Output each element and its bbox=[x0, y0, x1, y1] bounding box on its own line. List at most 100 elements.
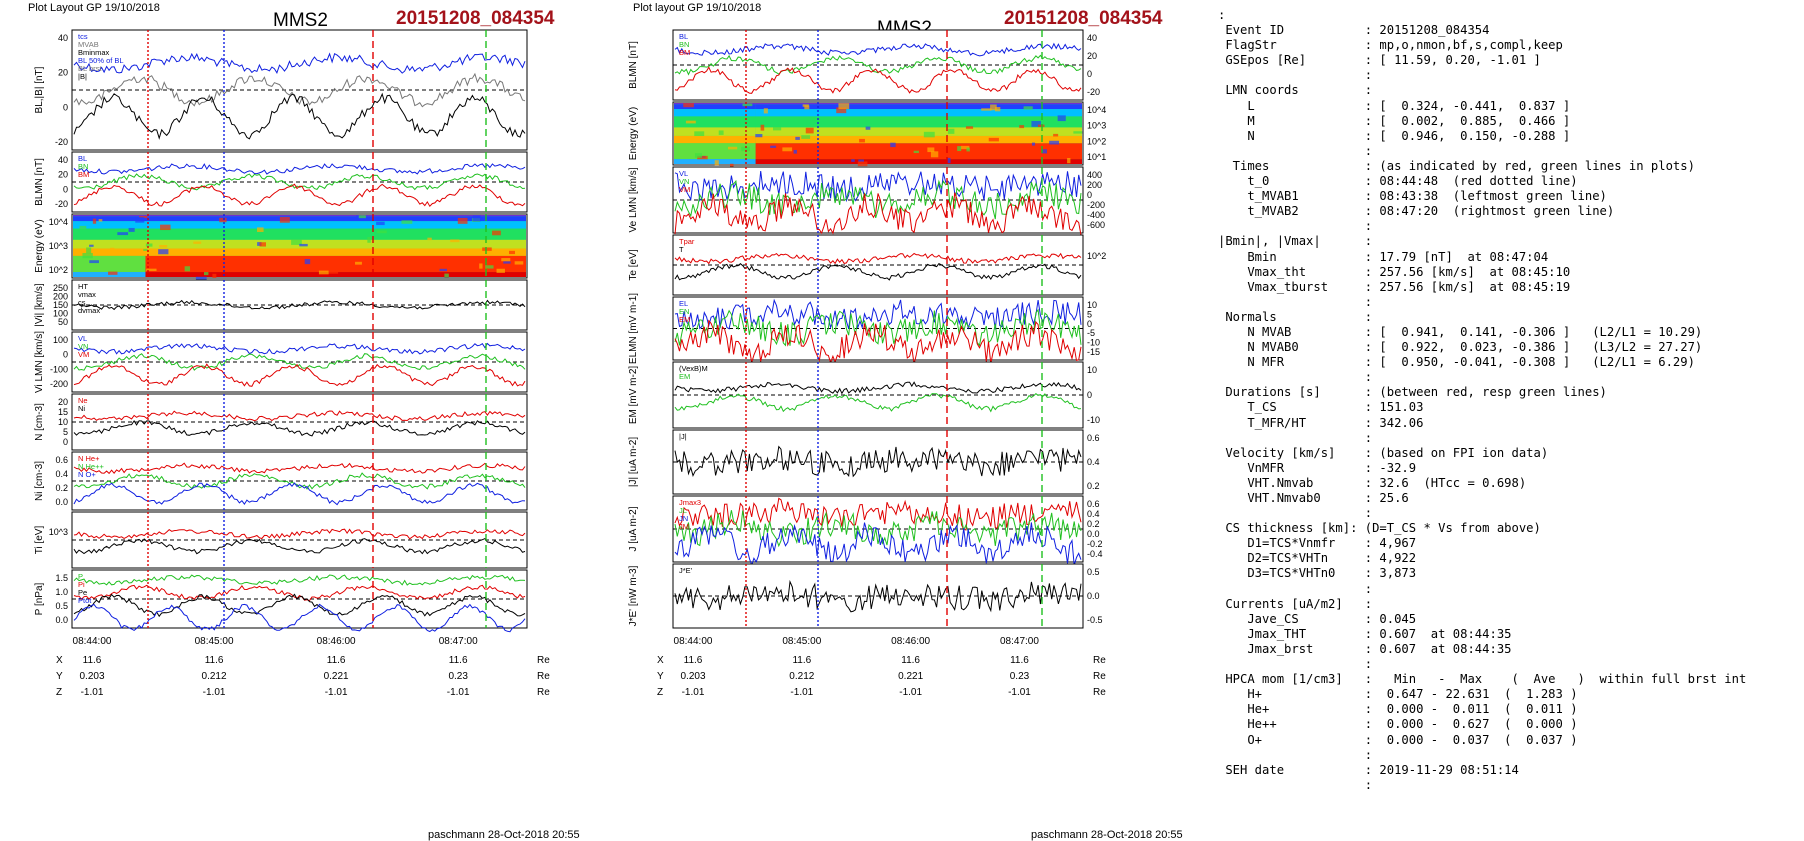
y-tick-label: 100 bbox=[53, 335, 68, 345]
legend-label: Ni bbox=[78, 404, 85, 413]
series-line bbox=[73, 183, 526, 208]
spectrogram-band bbox=[73, 215, 146, 217]
x-tick-label: 08:44:00 bbox=[73, 636, 112, 647]
y-tick-label: 10^3 bbox=[49, 241, 68, 251]
series-line bbox=[674, 308, 1082, 347]
y-tick-label: -20 bbox=[55, 137, 68, 147]
y-tick-label: -200 bbox=[50, 379, 68, 389]
info-line: He+ : 0.000 - 0.011 ( 0.011 ) bbox=[1218, 702, 1578, 717]
series-line bbox=[73, 419, 526, 437]
spectrogram-speckle bbox=[444, 273, 449, 278]
legend-label: Jmax3 bbox=[679, 498, 701, 507]
y-axis-label: J*E' [nW m-3] bbox=[628, 565, 639, 626]
legend-label: N O+ bbox=[78, 470, 96, 479]
spectrogram-speckle bbox=[257, 242, 262, 246]
spectrogram-speckle bbox=[683, 103, 694, 108]
y-axis-label: N [cm-3] bbox=[34, 403, 45, 441]
spectrogram-band bbox=[755, 159, 1082, 164]
series-line bbox=[73, 72, 526, 108]
spectrogram-band bbox=[674, 116, 756, 128]
spectrogram-speckle bbox=[89, 244, 94, 247]
spectrogram-speckle bbox=[947, 128, 955, 134]
y-tick-label: 0 bbox=[63, 350, 68, 360]
y-axis-label: Vi LMN [km/s] bbox=[34, 331, 45, 393]
y-tick-label: 200 bbox=[53, 292, 68, 302]
legend-label: |B| bbox=[78, 72, 87, 81]
gse-row-name: Z bbox=[56, 687, 62, 698]
y-axis-label: EM [mV m-2] bbox=[628, 366, 639, 425]
info-line: HPCA mom [1/cm3] : Min - Max ( Ave ) wit… bbox=[1218, 672, 1747, 687]
y-axis-label: P [nPa] bbox=[34, 582, 45, 615]
y-tick-label: 10^2 bbox=[1087, 251, 1106, 261]
legend-label: J*E' bbox=[679, 566, 693, 575]
spectrogram-band bbox=[755, 104, 1082, 110]
gse-value: -1.01 bbox=[790, 687, 813, 698]
spectrogram-speckle bbox=[730, 163, 734, 168]
gse-unit: Re bbox=[537, 671, 550, 682]
series-line bbox=[73, 482, 526, 506]
spectrogram-speckle bbox=[98, 219, 103, 222]
spectrogram-speckle bbox=[89, 260, 99, 264]
y-tick-label: 0.2 bbox=[1087, 481, 1100, 491]
spectrogram-speckle bbox=[376, 221, 385, 226]
spectrogram-speckle bbox=[927, 147, 935, 153]
y-axis-label: |J| [uA m-2] bbox=[628, 437, 639, 487]
info-line: t_0 : 08:44:48 (red dotted line) bbox=[1218, 174, 1578, 189]
info-line: Jmax_THT : 0.607 at 08:44:35 bbox=[1218, 626, 1512, 641]
legend-label: MVAB bbox=[78, 40, 99, 49]
spectrogram-band bbox=[73, 221, 146, 229]
spectrogram-band bbox=[145, 228, 527, 240]
spectrogram-band bbox=[145, 215, 527, 217]
y-tick-label: 0 bbox=[63, 437, 68, 447]
y-tick-label: 10^2 bbox=[49, 265, 68, 275]
legend-label: VM bbox=[78, 350, 89, 359]
legend-label: vmax bbox=[78, 290, 96, 299]
panel-8: J [uA m-2] 0.60.40.20.0-0.2-0.4 Jmax3JLJNJ… bbox=[628, 495, 1103, 567]
y-tick-label: 20 bbox=[58, 397, 68, 407]
spectrogram-speckle bbox=[128, 227, 135, 232]
spectrogram-band bbox=[145, 272, 527, 277]
legend-label: N He+ bbox=[78, 454, 100, 463]
spectrogram-band bbox=[755, 103, 1082, 105]
spectrogram-speckle bbox=[509, 250, 515, 255]
spectrogram-speckle bbox=[858, 159, 864, 163]
legend-label: JL bbox=[679, 506, 687, 515]
gse-row-name: Z bbox=[657, 687, 663, 698]
y-tick-label: 20 bbox=[58, 170, 68, 180]
gse-unit: Re bbox=[537, 655, 550, 666]
y-tick-label: 40 bbox=[1087, 33, 1097, 43]
series-line bbox=[73, 299, 526, 311]
spectrogram-speckle bbox=[742, 103, 753, 107]
spectrogram-speckle bbox=[930, 151, 939, 158]
spectrogram-speckle bbox=[472, 215, 481, 222]
y-tick-label: 10^3 bbox=[1087, 121, 1106, 131]
y-tick-label: 5 bbox=[63, 427, 68, 437]
info-line: : bbox=[1218, 8, 1226, 22]
y-tick-label: 0 bbox=[1087, 190, 1092, 200]
legend-label: |J| bbox=[679, 432, 687, 441]
legend-label: Pi bbox=[78, 580, 85, 589]
spectrogram-band bbox=[674, 135, 756, 144]
info-line: Durations [s] : (between red, resp green… bbox=[1218, 385, 1607, 400]
gse-value: 0.203 bbox=[680, 671, 705, 682]
series-line bbox=[73, 574, 526, 586]
spectrogram-speckle bbox=[1037, 124, 1045, 128]
y-axis-label: BLMN [nT] bbox=[628, 41, 639, 89]
spectrogram-speckle bbox=[859, 138, 865, 143]
spectrogram-band bbox=[73, 239, 146, 249]
y-tick-label: 0 bbox=[1087, 319, 1092, 329]
energy-spectrogram bbox=[674, 103, 1083, 168]
spectrogram-speckle bbox=[741, 146, 750, 152]
spectrogram-speckle bbox=[92, 218, 97, 224]
spectrogram-speckle bbox=[913, 150, 919, 154]
spectrogram-speckle bbox=[694, 131, 705, 137]
y-axis-label: BLMN [nT] bbox=[34, 158, 45, 206]
legend-label: tcs bbox=[78, 32, 88, 41]
spectrogram-speckle bbox=[838, 103, 850, 110]
spectrogram-speckle bbox=[318, 270, 329, 275]
info-line: Vmax_tburst : 257.56 [km/s] at 08:45:19 bbox=[1218, 279, 1571, 294]
gse-value: 11.6 bbox=[792, 655, 811, 666]
info-line: N MVAB : [ 0.941, 0.141, -0.306 ] (L2/L1… bbox=[1218, 324, 1703, 339]
